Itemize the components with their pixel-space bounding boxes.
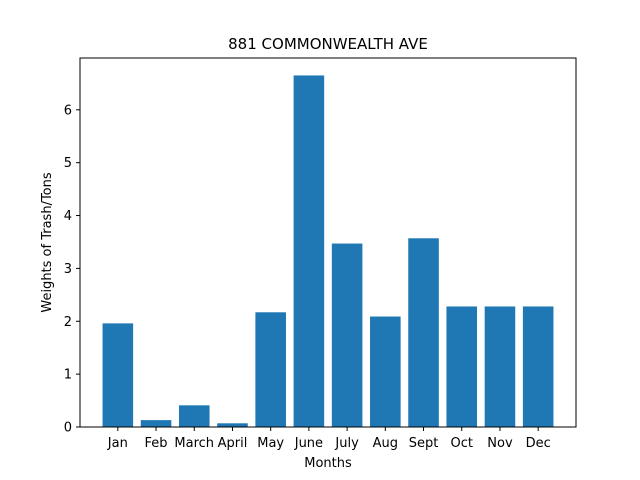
bar-dec bbox=[522, 306, 554, 427]
x-tick-label: Oct bbox=[451, 436, 473, 451]
bar-march bbox=[178, 405, 210, 427]
x-tick-label: Dec bbox=[526, 436, 551, 451]
x-tick-label: March bbox=[174, 436, 214, 451]
y-tick-label: 1 bbox=[64, 368, 72, 383]
bar-june bbox=[293, 75, 325, 427]
x-tick-label: Nov bbox=[487, 436, 513, 451]
bar-feb bbox=[140, 420, 172, 427]
x-tick-label: July bbox=[334, 436, 359, 451]
x-tick-label: May bbox=[257, 436, 284, 451]
y-axis-label: Weights of Trash/Tons bbox=[40, 172, 55, 313]
x-tick-label: April bbox=[218, 436, 248, 451]
x-tick-label: Sept bbox=[409, 436, 439, 451]
y-tick-label: 6 bbox=[64, 103, 72, 118]
bar-may bbox=[255, 312, 286, 427]
x-axis-label: Months bbox=[304, 456, 352, 471]
y-tick-label: 5 bbox=[64, 156, 72, 171]
y-axis-ticks: 0 1 2 3 4 5 6 bbox=[64, 103, 80, 436]
bar-july bbox=[331, 243, 363, 427]
y-tick-label: 0 bbox=[64, 421, 72, 436]
x-tick-label: June bbox=[294, 436, 323, 451]
bar-sept bbox=[408, 238, 439, 427]
x-tick-label: Jan bbox=[107, 436, 128, 451]
x-tick-label: Aug bbox=[373, 436, 398, 451]
bars-group bbox=[102, 75, 554, 427]
y-tick-label: 3 bbox=[64, 262, 72, 277]
x-tick-label: Feb bbox=[145, 436, 168, 451]
bar-nov bbox=[484, 306, 516, 427]
plot-area-frame bbox=[79, 57, 577, 428]
bar-jan bbox=[102, 323, 134, 427]
chart-title: 881 COMMONWEALTH AVE bbox=[228, 35, 428, 53]
bar-oct bbox=[446, 306, 478, 427]
y-tick-label: 2 bbox=[64, 315, 72, 330]
x-axis-ticks: Jan Feb March April May June July Aug Sept Oct Nov… bbox=[107, 427, 551, 451]
y-tick-label: 4 bbox=[64, 209, 72, 224]
bar-aug bbox=[370, 316, 401, 427]
bar-april bbox=[217, 423, 248, 427]
